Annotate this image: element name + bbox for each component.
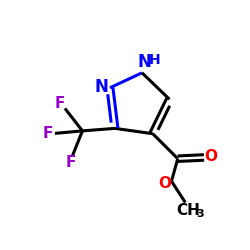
Text: CH: CH [176, 203, 200, 218]
Text: N: N [138, 52, 151, 70]
Text: F: F [42, 126, 52, 141]
Text: O: O [158, 176, 171, 191]
Text: F: F [66, 156, 76, 170]
Text: O: O [204, 149, 218, 164]
Text: N: N [94, 78, 108, 96]
Text: 3: 3 [196, 210, 203, 220]
Text: H: H [149, 53, 161, 67]
Text: F: F [54, 96, 64, 112]
